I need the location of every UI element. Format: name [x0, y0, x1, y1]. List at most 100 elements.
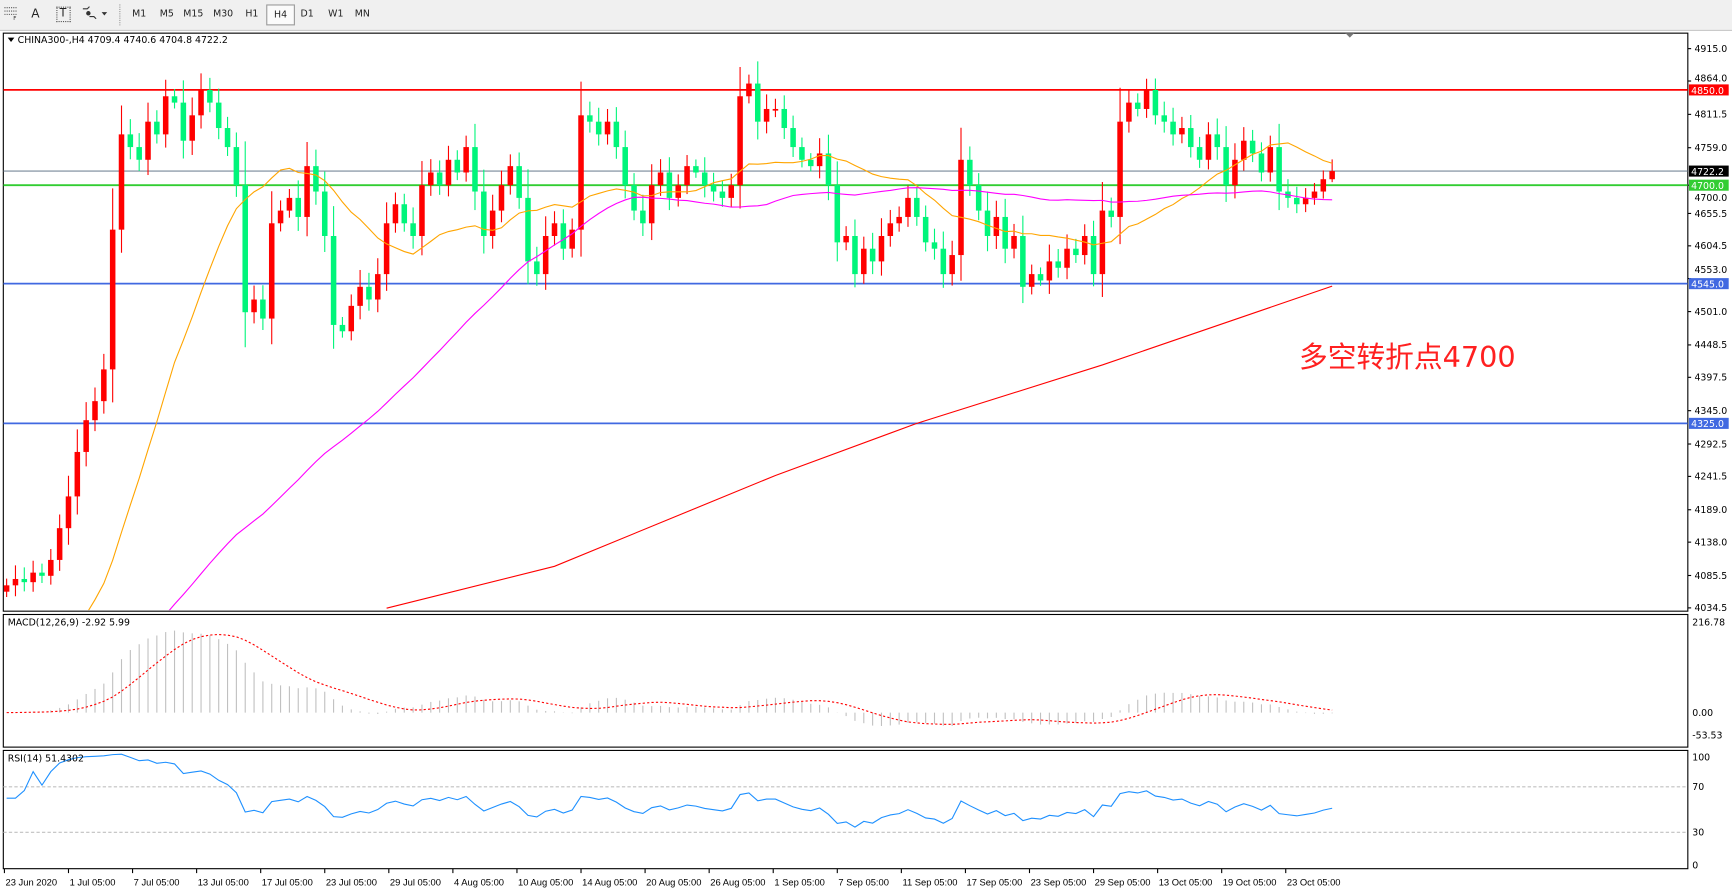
- time-tick-label: 10 Aug 05:00: [518, 876, 573, 887]
- price-tick-label: 4915.0: [1694, 44, 1727, 55]
- candle-body: [710, 185, 717, 192]
- candle-body: [657, 172, 664, 186]
- candle-body: [401, 204, 408, 224]
- arrows-icon[interactable]: [80, 3, 111, 25]
- candle-body: [914, 197, 920, 217]
- timeframe-h4-button[interactable]: H4: [266, 4, 295, 26]
- candle-body: [215, 102, 222, 129]
- candle-body: [834, 185, 841, 243]
- candle-body: [1232, 159, 1238, 186]
- time-tick-label: 19 Oct 05:00: [1223, 876, 1277, 887]
- price-tick-label: 4034.5: [1694, 603, 1727, 614]
- timeframe-d1-button[interactable]: D1: [300, 8, 314, 20]
- price-tick-label: 4759.0: [1694, 143, 1727, 154]
- candle-body: [1011, 236, 1017, 249]
- rsi-tick-label: 70: [1692, 782, 1704, 793]
- candle-body: [207, 89, 213, 103]
- candle-body: [613, 121, 620, 148]
- timeframe-m15-button[interactable]: M15: [183, 8, 204, 20]
- macd-tick-label: 216.78: [1692, 618, 1725, 629]
- candle-body: [1134, 102, 1141, 109]
- candle-body: [746, 83, 752, 97]
- price-tick-label: 4138.0: [1694, 537, 1727, 548]
- bid-label: 4722.2: [1691, 167, 1724, 178]
- candle-body: [366, 286, 372, 300]
- candle-body: [286, 197, 293, 211]
- timeframe-m30-button[interactable]: M30: [213, 8, 234, 20]
- text-icon[interactable]: A: [31, 6, 40, 21]
- candle-body: [21, 578, 28, 583]
- candle-body: [127, 134, 134, 148]
- candle-body: [463, 147, 469, 173]
- timeframe-w1-button[interactable]: W1: [328, 8, 344, 20]
- candle-body: [498, 185, 505, 211]
- candle-body: [3, 585, 10, 592]
- rsi-line: [6, 753, 1333, 828]
- candle-body: [940, 248, 947, 275]
- level-label-bg: [1688, 417, 1729, 429]
- candle-body: [428, 172, 434, 186]
- price-tick-label: 4292.5: [1694, 439, 1727, 450]
- candle-body: [648, 185, 655, 224]
- price-tick-label: 4085.5: [1694, 571, 1727, 582]
- candle-body: [516, 166, 522, 198]
- candle-body: [109, 229, 116, 370]
- timeframe-m5-button[interactable]: M5: [159, 8, 174, 20]
- candle-body: [39, 572, 45, 576]
- candle-body: [622, 147, 628, 186]
- candle-body: [1028, 274, 1035, 287]
- macd-label: MACD(12,26,9) -2.92 5.99: [8, 618, 130, 629]
- candle-body: [321, 191, 328, 237]
- candle-body: [118, 134, 125, 230]
- candle-body: [1329, 171, 1335, 180]
- rsi-tick-label: 0: [1692, 861, 1698, 872]
- candle-body: [375, 274, 381, 300]
- candle-body: [1302, 197, 1309, 205]
- candle-body: [472, 147, 478, 192]
- candle-body: [1152, 89, 1159, 116]
- timeframe-mn-button[interactable]: MN: [354, 8, 370, 20]
- time-tick-label: 4 Aug 05:00: [454, 876, 504, 887]
- candle-body: [224, 128, 231, 148]
- candle-body: [92, 401, 98, 421]
- candle-body: [1258, 153, 1265, 173]
- timeframe-m1-button[interactable]: M1: [132, 8, 147, 20]
- candle-body: [604, 121, 611, 135]
- candle-body: [631, 185, 637, 211]
- candle-body: [728, 185, 735, 198]
- grid-icon[interactable]: F: [2, 3, 20, 25]
- price-tick-label: 4864.0: [1694, 74, 1727, 85]
- time-tick-label: 29 Jul 05:00: [390, 876, 441, 887]
- macd-signal-line: [6, 633, 1333, 725]
- candle-body: [1196, 147, 1203, 160]
- ma-mid-line: [168, 187, 1333, 611]
- candle-body: [763, 108, 770, 122]
- candle-body: [83, 420, 89, 452]
- candle-body: [445, 159, 452, 186]
- candle-body: [1294, 197, 1300, 205]
- candle-body: [12, 578, 19, 586]
- time-tick-label: 23 Oct 05:00: [1287, 876, 1341, 887]
- timeframe-h1-button[interactable]: H1: [245, 8, 259, 20]
- candle-body: [260, 299, 266, 319]
- candle-body: [737, 96, 743, 186]
- candle-body: [905, 197, 911, 217]
- candle-body: [1046, 261, 1053, 281]
- candle-body: [825, 153, 832, 186]
- candle-body: [640, 210, 646, 224]
- candle-body: [781, 108, 788, 129]
- candle-body: [984, 210, 991, 237]
- candle-body: [931, 242, 938, 249]
- text-label-icon[interactable]: T: [54, 3, 72, 25]
- candle-body: [1020, 236, 1026, 287]
- candle-body: [790, 128, 796, 148]
- candle-body: [1267, 147, 1274, 173]
- candle-body: [171, 96, 178, 103]
- price-tick-label: 4700.0: [1694, 193, 1727, 204]
- candle-body: [1187, 128, 1194, 148]
- candle-body: [198, 89, 204, 116]
- svg-text:F: F: [13, 16, 16, 21]
- candle-body: [1223, 147, 1229, 186]
